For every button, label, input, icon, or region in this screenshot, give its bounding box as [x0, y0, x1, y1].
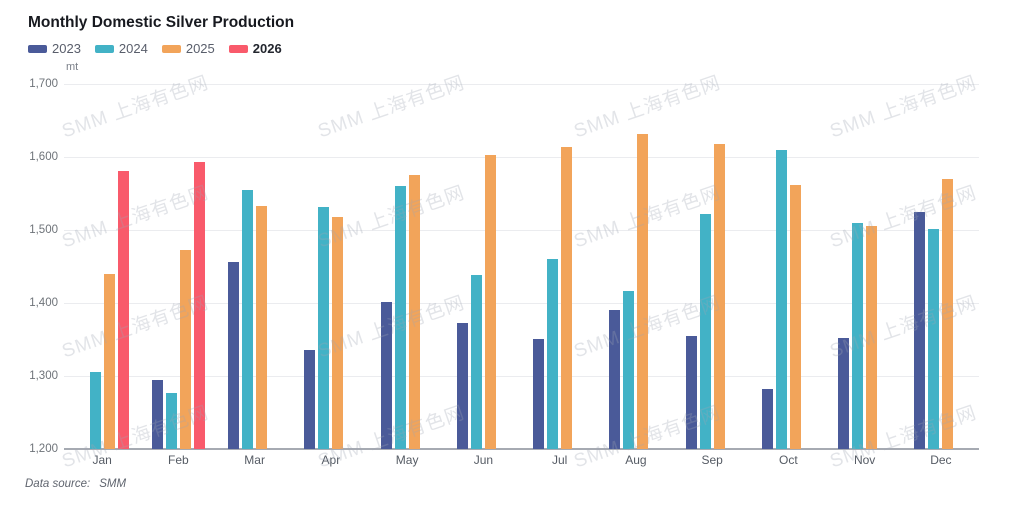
- y-axis-tick-label: 1,400: [29, 297, 58, 309]
- data-source-value: SMM: [99, 478, 127, 490]
- bar-2024-Aug[interactable]: [623, 291, 635, 449]
- x-axis-tick-label: Aug: [625, 453, 647, 467]
- x-axis-tick-label: Mar: [244, 453, 265, 467]
- legend-swatch-icon: [161, 44, 181, 53]
- bar-2024-Jun[interactable]: [470, 275, 482, 449]
- bar-2024-Jan[interactable]: [89, 371, 101, 449]
- bar-2025-Aug[interactable]: [637, 133, 649, 449]
- bar-2024-Oct[interactable]: [775, 149, 787, 449]
- bar-2025-Jun[interactable]: [484, 154, 496, 449]
- x-axis-tick-label: Sep: [701, 453, 723, 467]
- bar-2025-Dec[interactable]: [942, 178, 954, 449]
- y-axis-unit-label: mt: [66, 61, 79, 73]
- gridline: [64, 230, 979, 231]
- bar-2023-Sep[interactable]: [685, 335, 697, 449]
- bar-2026-Jan[interactable]: [117, 170, 129, 449]
- x-axis-tick-label: Nov: [853, 453, 876, 467]
- bar-2024-Jul[interactable]: [547, 259, 559, 449]
- legend-item-2025[interactable]: 2025: [161, 41, 215, 56]
- x-axis-tick-label: Jan: [92, 453, 112, 467]
- legend-item-2023[interactable]: 2023: [28, 41, 81, 56]
- bar-2024-Sep[interactable]: [699, 213, 711, 449]
- x-axis-tick-label: Oct: [779, 453, 798, 467]
- x-axis-tick-label: Dec: [930, 453, 952, 467]
- y-axis-tick-label: 1,600: [29, 151, 58, 163]
- y-axis-tick-label: 1,300: [29, 370, 58, 382]
- data-source-label: Data source:: [25, 478, 91, 490]
- bar-2025-May[interactable]: [408, 175, 420, 449]
- plot-area: [64, 84, 979, 450]
- gridline: [64, 157, 979, 158]
- bar-2023-Apr[interactable]: [304, 350, 316, 449]
- bar-2025-Mar[interactable]: [256, 205, 268, 449]
- gridline: [64, 84, 979, 85]
- gridline: [64, 303, 979, 304]
- x-axis-line: [64, 448, 979, 450]
- bar-2025-Jan[interactable]: [103, 273, 115, 449]
- bar-2023-Jun[interactable]: [456, 322, 468, 449]
- legend-swatch-icon: [28, 44, 47, 53]
- gridline: [64, 376, 979, 377]
- legend-item-label: 2023: [52, 41, 81, 56]
- bar-2023-May[interactable]: [380, 302, 392, 449]
- bar-2025-Feb[interactable]: [179, 249, 191, 449]
- legend-item-label: 2026: [252, 41, 282, 56]
- legend-item-2024[interactable]: 2024: [94, 41, 148, 56]
- bar-2024-May[interactable]: [394, 186, 406, 449]
- bar-2023-Jul[interactable]: [533, 338, 545, 449]
- x-axis-tick-label: May: [395, 453, 419, 467]
- bar-2025-Sep[interactable]: [713, 143, 725, 449]
- bar-2024-Apr[interactable]: [318, 206, 330, 449]
- y-axis-tick-label: 1,200: [29, 443, 58, 455]
- x-axis-tick-label: Apr: [321, 453, 341, 467]
- legend-item-label: 2024: [118, 41, 148, 56]
- bar-2024-Dec[interactable]: [928, 229, 940, 449]
- y-axis-tick-label: 1,500: [29, 224, 58, 236]
- bar-2025-Jul[interactable]: [561, 146, 573, 449]
- bar-2023-Oct[interactable]: [761, 389, 773, 449]
- legend-swatch-icon: [94, 44, 114, 53]
- bar-2025-Nov[interactable]: [866, 226, 878, 449]
- chart-title: Monthly Domestic Silver Production: [28, 14, 295, 31]
- legend-item-2026[interactable]: 2026: [228, 41, 282, 56]
- x-axis-tick-label: Feb: [168, 453, 189, 467]
- bar-2023-Mar[interactable]: [228, 262, 240, 449]
- bar-2023-Aug[interactable]: [609, 310, 621, 449]
- bar-2024-Feb[interactable]: [165, 392, 177, 449]
- legend: 2023 2024 2025 2026: [28, 41, 282, 56]
- data-source-note: Data source: SMM: [25, 478, 126, 490]
- bar-2023-Nov[interactable]: [838, 338, 850, 449]
- x-axis-tick-label: Jul: [551, 453, 568, 467]
- legend-item-label: 2025: [185, 41, 215, 56]
- legend-swatch-icon: [228, 44, 248, 53]
- bar-2025-Apr[interactable]: [332, 216, 344, 449]
- x-axis-tick-label: Jun: [473, 453, 494, 467]
- bar-2025-Oct[interactable]: [789, 185, 801, 449]
- bar-2024-Mar[interactable]: [242, 189, 254, 449]
- bar-2026-Feb[interactable]: [193, 162, 205, 449]
- bar-2023-Feb[interactable]: [151, 379, 163, 449]
- y-axis-tick-label: 1,700: [29, 78, 58, 90]
- bar-2023-Dec[interactable]: [914, 212, 926, 449]
- bar-2024-Nov[interactable]: [852, 222, 864, 449]
